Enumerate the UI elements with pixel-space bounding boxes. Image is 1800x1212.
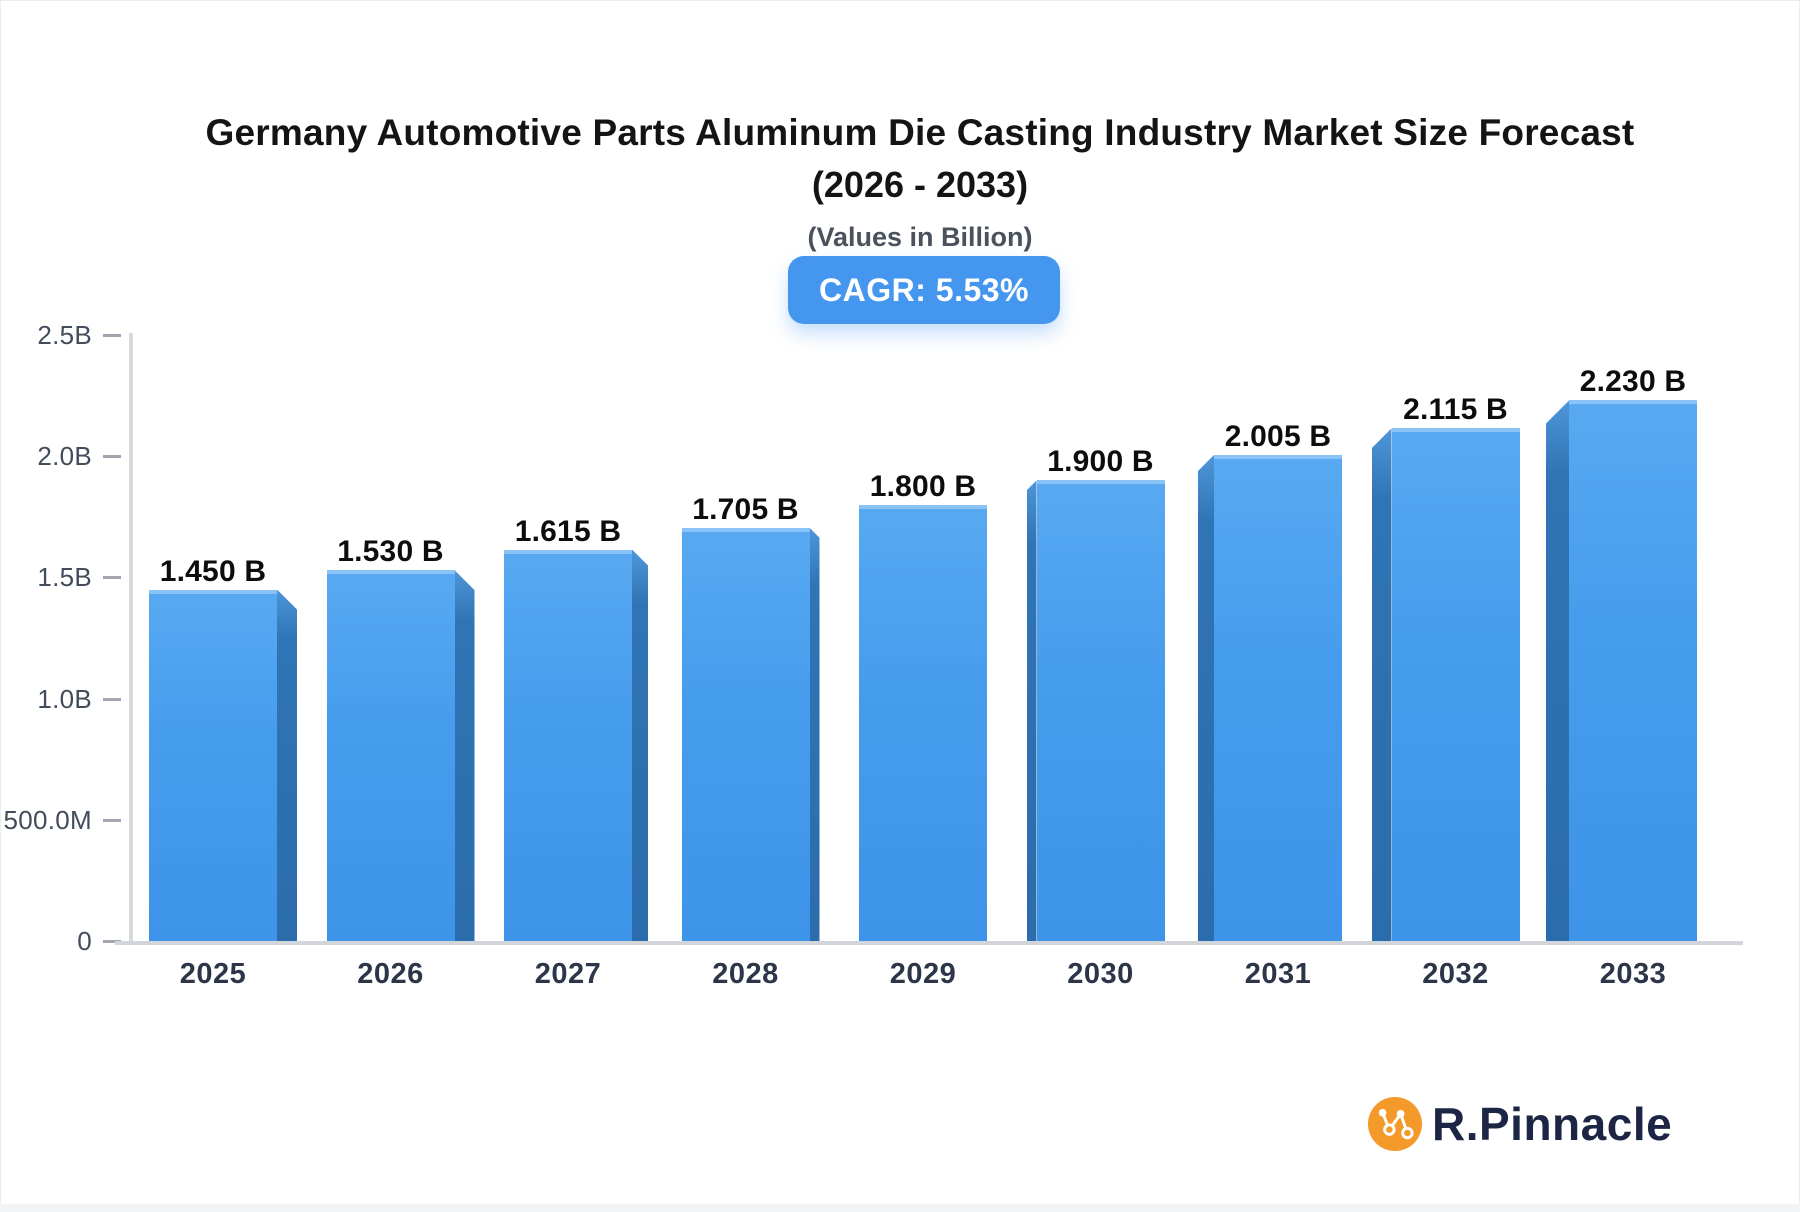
y-tick-dash — [103, 334, 121, 337]
chart-title-line2: (2026 - 2033) — [811, 164, 1029, 205]
x-tick-label-2032: 2032 — [1422, 958, 1489, 990]
bar-2026 — [326, 570, 455, 941]
x-tick-label-2028: 2028 — [712, 958, 779, 990]
y-axis-line — [129, 333, 133, 944]
x-axis-line — [115, 941, 1743, 945]
y-tick-dash — [103, 697, 121, 701]
bar-2031 — [1214, 454, 1342, 941]
y-tick-dash — [103, 576, 121, 580]
cagr-badge: CAGR: 5.53% — [788, 256, 1060, 324]
bar-value-label: 2.005 B — [1224, 419, 1332, 453]
bar-side-3d — [809, 527, 820, 941]
bar-side-3d — [277, 589, 297, 941]
y-tick-label: 1.5B — [37, 562, 92, 593]
bar-side-3d — [1546, 400, 1569, 941]
chart-subtitle: (Values in Billion) — [807, 222, 1033, 252]
x-tick-label-2030: 2030 — [1067, 958, 1134, 990]
bar-side-3d — [632, 549, 648, 941]
chart-title-line1: Germany Automotive Parts Aluminum Die Ca… — [205, 112, 1635, 153]
x-tick-label-2029: 2029 — [889, 958, 957, 990]
bottom-strip — [0, 1204, 1800, 1212]
bar-value-label: 1.900 B — [1047, 445, 1154, 479]
y-tick-label: 2.0B — [37, 441, 92, 472]
y-tick-dash — [103, 940, 121, 943]
y-tick-label: 500.0M — [3, 804, 92, 835]
bar-2029 — [859, 504, 987, 941]
bar-2030 — [1036, 480, 1165, 941]
x-tick-label-2025: 2025 — [179, 958, 247, 990]
x-tick-label-2033: 2033 — [1599, 958, 1667, 990]
y-tick-label: 2.5B — [37, 320, 92, 350]
bar-side-3d — [1026, 480, 1037, 941]
x-tick-label-2027: 2027 — [534, 958, 602, 990]
bar-value-label: 1.530 B — [337, 535, 444, 569]
network-nodes-icon — [1368, 1097, 1422, 1151]
bar-value-label: 1.705 B — [692, 492, 799, 526]
bar-2028 — [681, 527, 810, 941]
bar-value-label: 2.230 B — [1579, 365, 1687, 399]
bar-value-label: 2.115 B — [1403, 393, 1508, 427]
y-tick-dash — [103, 818, 121, 822]
bar-value-label: 1.450 B — [159, 554, 267, 588]
bar-2027 — [504, 549, 632, 941]
bar-2032 — [1391, 428, 1520, 941]
brand-name: R.Pinnacle — [1432, 1098, 1673, 1150]
x-tick-label-2031: 2031 — [1244, 958, 1312, 990]
bar-2033 — [1569, 400, 1697, 941]
y-tick-dash — [103, 455, 121, 459]
bar-value-label: 1.800 B — [869, 469, 977, 503]
bar-2025 — [149, 589, 277, 941]
y-tick-label: 0 — [77, 926, 92, 956]
y-tick-label: 1.0B — [37, 683, 92, 714]
bar-side-3d — [1371, 428, 1392, 941]
x-tick-label-2026: 2026 — [357, 958, 424, 990]
bar-side-3d — [1198, 454, 1214, 941]
bar-value-label: 1.615 B — [514, 514, 622, 548]
brand-logo: R.Pinnacle — [1368, 1096, 1672, 1152]
bar-side-3d — [454, 570, 475, 941]
